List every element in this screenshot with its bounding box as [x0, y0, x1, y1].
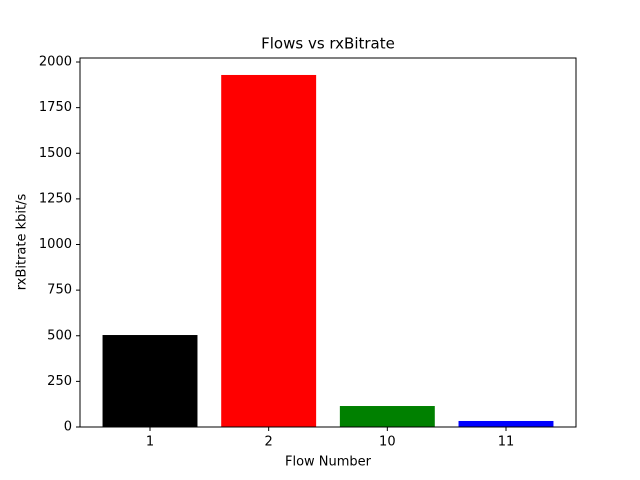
y-axis-label: rxBitrate kbit/s [15, 194, 30, 291]
y-tick-label: 750 [47, 283, 72, 298]
x-tick-label: 11 [498, 435, 515, 450]
bar [458, 420, 554, 427]
y-tick-label: 1000 [39, 237, 72, 252]
y-tick-label: 250 [47, 374, 72, 389]
y-tick-label: 1250 [39, 191, 72, 206]
y-tick-label: 0 [64, 420, 72, 435]
y-tick-label: 1750 [39, 100, 72, 115]
y-tick-label: 1500 [39, 146, 72, 161]
bar [221, 74, 317, 428]
bar [339, 406, 435, 427]
x-tick-label: 1 [146, 435, 154, 450]
x-axis-label: Flow Number [285, 455, 372, 470]
y-tick-label: 500 [47, 328, 72, 343]
x-tick-label: 2 [265, 435, 273, 450]
x-tick-label: 10 [379, 435, 396, 450]
y-tick-label: 2000 [39, 55, 72, 70]
plot-frame [79, 57, 577, 428]
chart-title: Flows vs rxBitrate [261, 35, 395, 53]
bar [102, 335, 198, 427]
